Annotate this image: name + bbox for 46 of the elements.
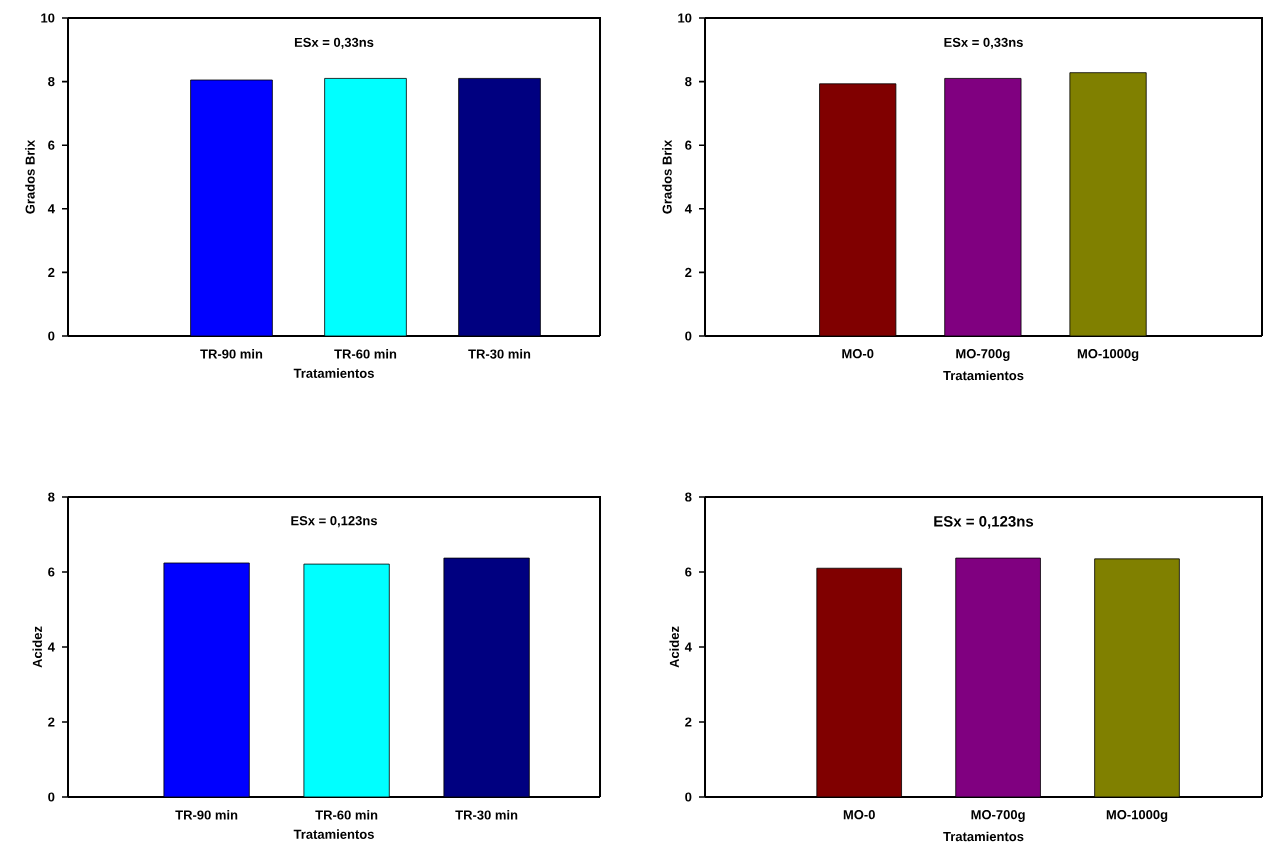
y-tick-label: 10 [678,13,692,23]
y-tick-label: 2 [48,267,55,277]
x-tick-label: TR-90 min [175,810,238,820]
x-tick-label: TR-30 min [455,810,518,820]
x-tick-label: MO-700g [971,810,1025,822]
y-axis-title: Grados Brix [662,139,672,214]
annotation: ESx = 0,33ns [294,37,374,49]
y-axis-title: Acidez [669,626,679,668]
y-tick-label: 4 [684,204,692,214]
x-tick-label: MO-700g [956,349,1010,361]
x-tick-label: TR-60 min [315,810,378,820]
x-tick-label: TR-60 min [334,349,397,359]
y-tick-label: 4 [684,642,692,652]
x-axis-title: Tratamientos [293,829,374,839]
annotation: ESx = 0,33ns [944,37,1023,49]
y-tick-label: 8 [685,77,692,87]
y-axis-title: Grados Brix [25,139,35,214]
annotation: ESx = 0,123ns [934,516,1034,529]
y-tick-label: 8 [48,492,55,502]
y-tick-label: 6 [48,567,55,577]
y-tick-label: 0 [685,792,692,802]
y-tick-label: 2 [48,717,55,727]
y-tick-label: 2 [685,717,692,727]
x-tick-label: MO-1000g [1106,810,1168,822]
y-axis-title: Acidez [32,626,42,668]
y-tick-label: 4 [47,642,55,652]
x-tick-label: MO-1000g [1077,349,1139,361]
y-tick-label: 4 [47,204,55,214]
y-tick-label: 0 [685,331,692,341]
y-tick-label: 0 [48,331,55,341]
y-tick-label: 8 [48,77,55,87]
x-tick-label: MO-0 [842,349,874,359]
y-tick-label: 6 [685,567,692,577]
y-tick-label: 0 [48,792,55,802]
y-tick-label: 6 [685,140,692,150]
y-tick-label: 10 [41,13,55,23]
x-tick-label: MO-0 [843,810,875,820]
annotation: ESx = 0,123ns [291,516,377,528]
x-axis-title: Tratamientos [943,831,1024,842]
x-axis-title: Tratamientos [293,368,374,378]
y-tick-label: 8 [685,492,692,502]
y-tick-label: 2 [685,267,692,277]
x-tick-label: TR-90 min [200,349,263,359]
y-tick-label: 6 [48,140,55,150]
x-axis-title: Tratamientos [943,370,1024,381]
x-tick-label: TR-30 min [468,349,531,359]
